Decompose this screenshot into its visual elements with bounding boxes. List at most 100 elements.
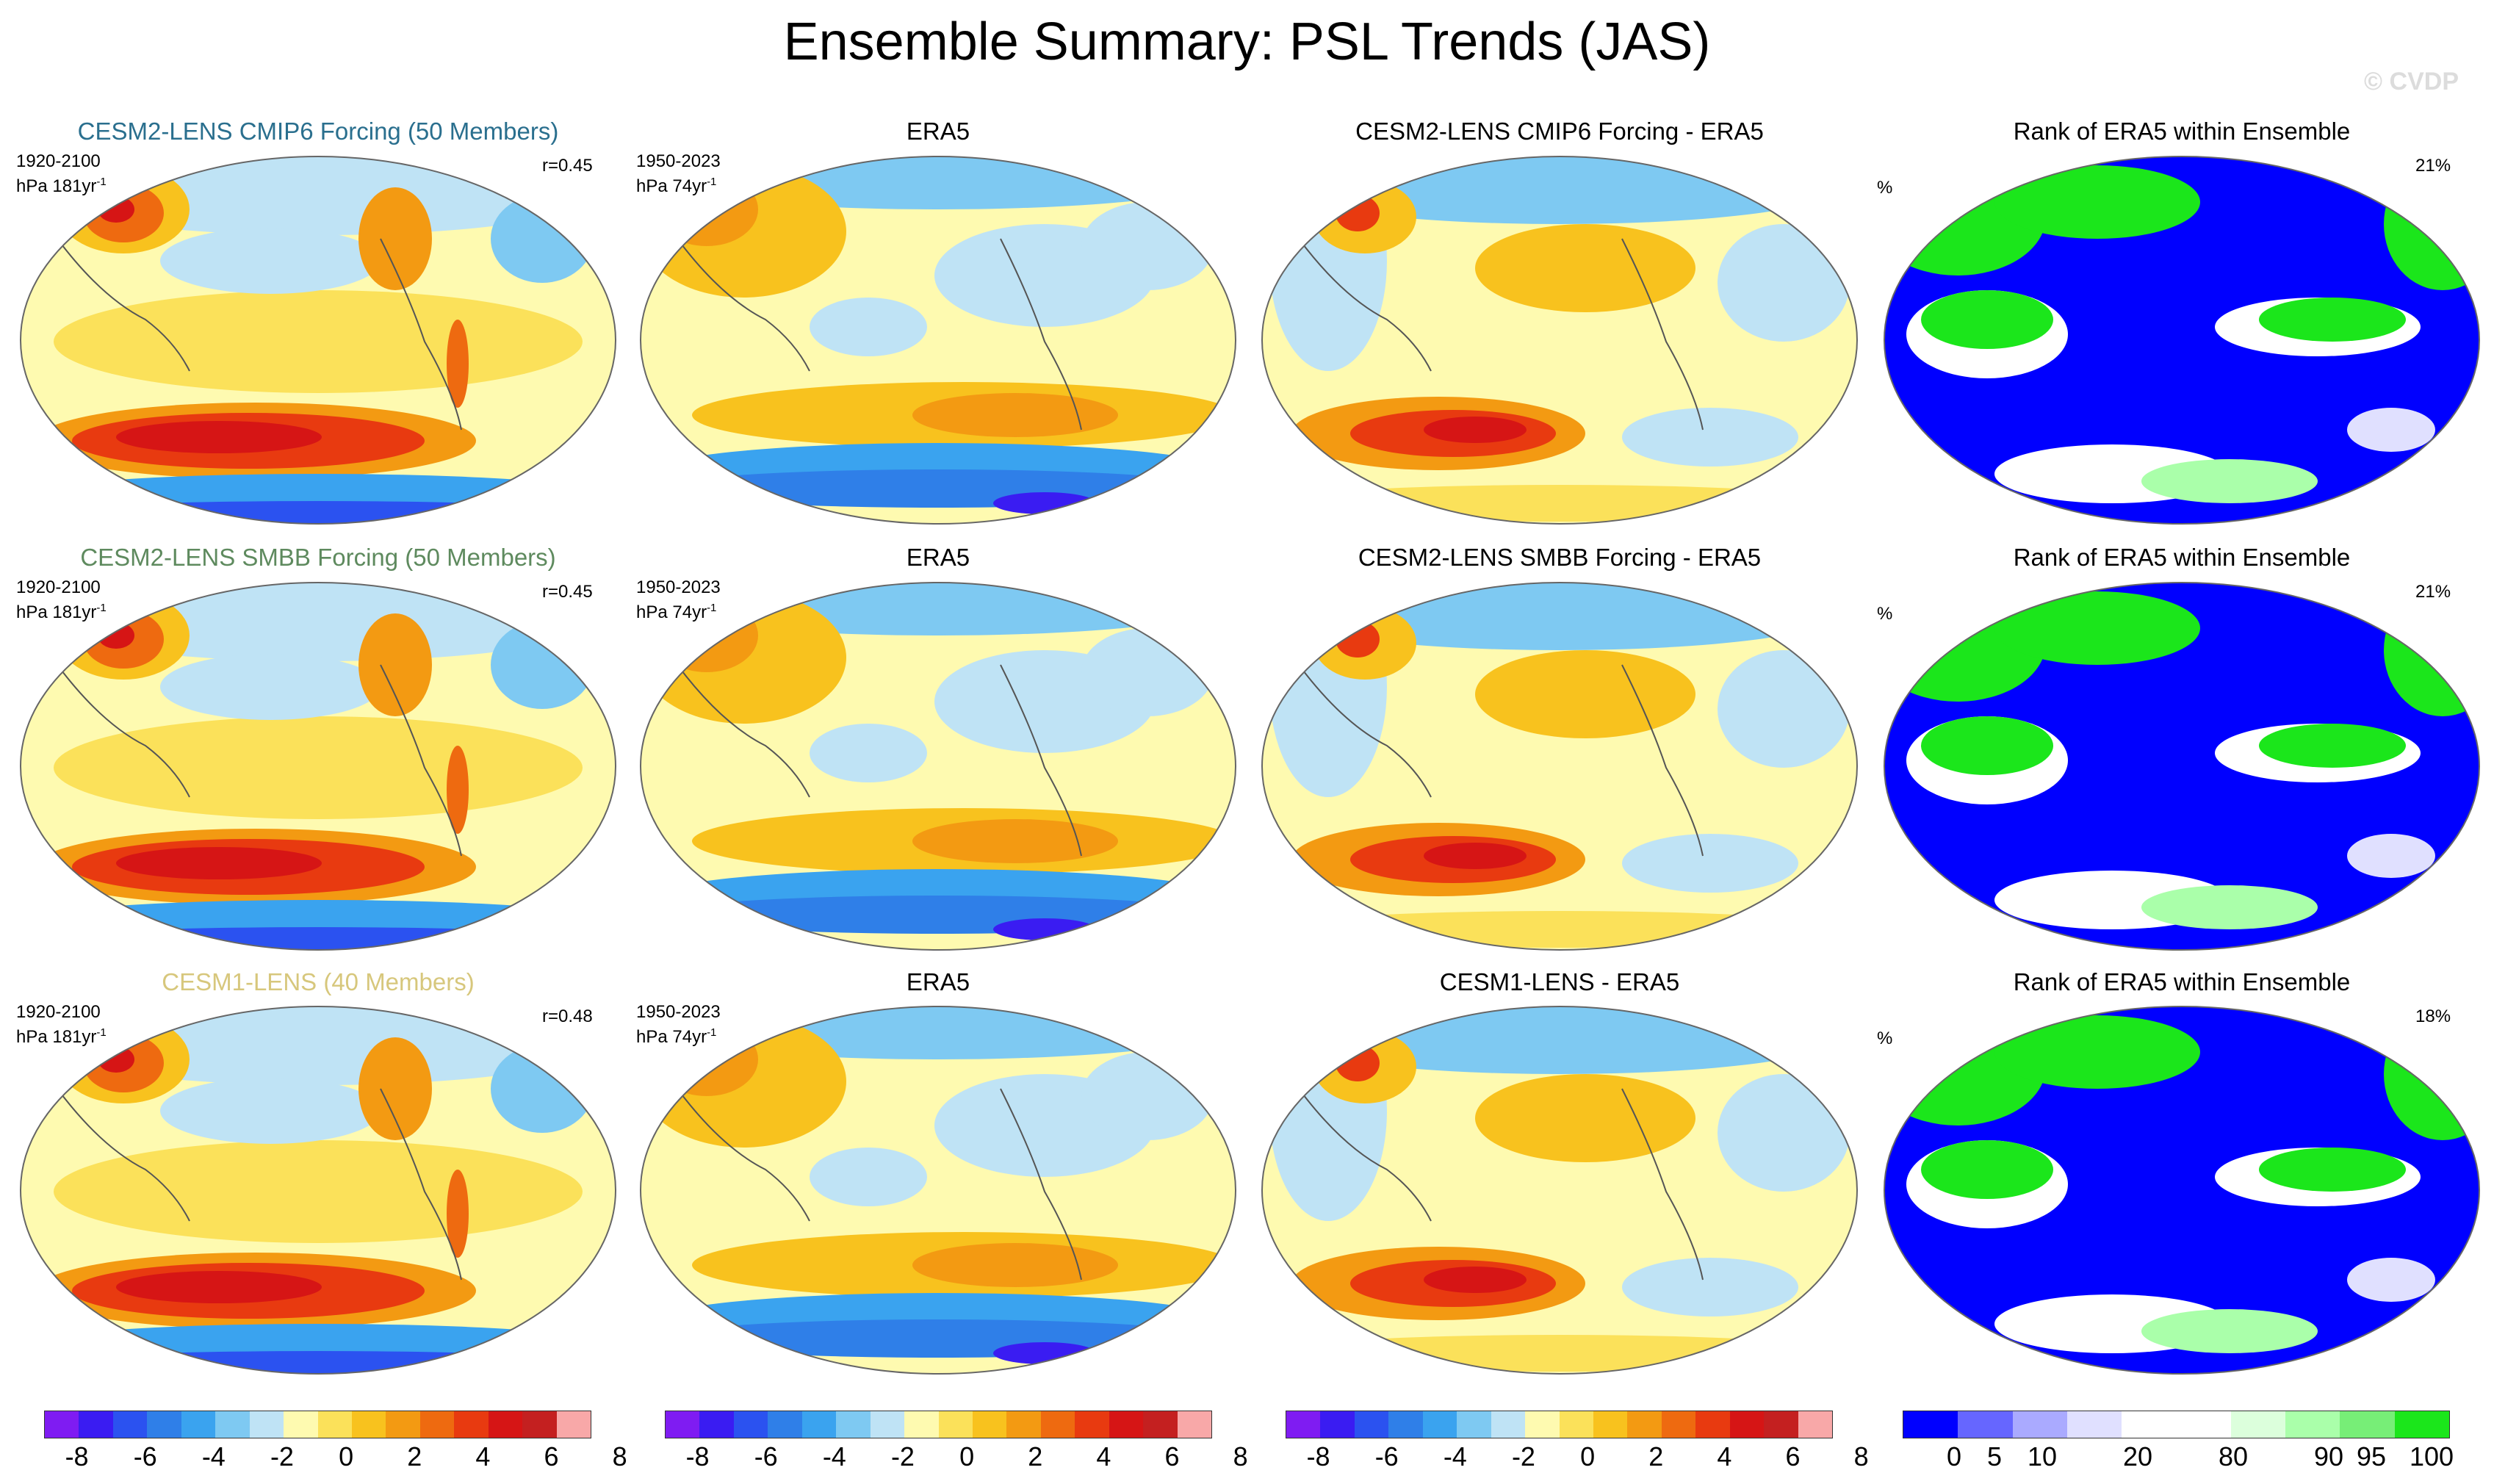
north-pacific-high [1475, 650, 1695, 738]
rank-indian-green [1921, 716, 2053, 775]
colorbar-swatch [557, 1411, 591, 1438]
map-panel-diff-row1 [1255, 151, 1864, 533]
asia-high-max [98, 196, 134, 223]
colorbar-swatch [318, 1411, 352, 1438]
colorbar-tick-label: 4 [1717, 1441, 1731, 1472]
colorbar-swatch [215, 1411, 249, 1438]
asia-high-core [655, 1023, 758, 1096]
colorbar-tick-label: -2 [891, 1441, 915, 1472]
colorbar-swatch [2176, 1411, 2230, 1438]
colorbar-swatch [973, 1411, 1006, 1438]
colorbar-tick-label: 0 [1947, 1441, 1961, 1472]
colorbar-swatch [1006, 1411, 1040, 1438]
asia-high-max [98, 622, 134, 649]
colorbar-swatch [871, 1411, 904, 1438]
map-svg [1877, 1001, 2487, 1383]
southern-high-core [912, 819, 1118, 863]
colorbar-swatch [386, 1411, 419, 1438]
rank-lightblue [2347, 408, 2435, 452]
antarctic-high [1266, 485, 1853, 522]
southern-ocean-low-core [659, 896, 1217, 934]
panel-title-rank: Rank of ERA5 within Ensemble [1877, 544, 2487, 572]
rank-colorbar [1903, 1411, 2450, 1438]
north-pacific-low [160, 1078, 381, 1144]
colorbar-tick-label: 8 [1233, 1441, 1248, 1472]
colorbar-swatch [1593, 1411, 1627, 1438]
map-panel-model-row2 [13, 577, 623, 959]
colorbar-tick-label: 5 [1987, 1441, 2002, 1472]
colorbar-tick-label: 80 [2219, 1441, 2248, 1472]
map-svg [633, 577, 1243, 959]
map-svg [1255, 151, 1864, 533]
panel-title-obs: ERA5 [633, 118, 1243, 145]
colorbar-tick-label: 8 [613, 1441, 627, 1472]
rank-atlantic-green [2259, 1148, 2406, 1192]
asia-high-core [1336, 621, 1380, 658]
colorbar-tick-label: 2 [1028, 1441, 1042, 1472]
cvdp-watermark: © CVDP [2364, 68, 2459, 96]
colorbar-tick-label: 10 [2028, 1441, 2057, 1472]
colorbar-swatch [1457, 1411, 1491, 1438]
colorbar-tick-label: 20 [2123, 1441, 2152, 1472]
map-svg [1255, 577, 1864, 959]
eurasia-low [491, 621, 594, 709]
atlantic-low [1718, 224, 1850, 342]
colorbar-swatch [1355, 1411, 1388, 1438]
southern-high-max [116, 421, 322, 453]
south-atlantic-low [1622, 1258, 1798, 1316]
map-panel-model-row3 [13, 1001, 623, 1383]
asia-high-core [1336, 195, 1380, 231]
colorbar-tick-label: -8 [65, 1441, 89, 1472]
asia-high-core [1336, 1045, 1380, 1081]
arctic-low [659, 151, 1217, 209]
rank-southern-green [2141, 459, 2318, 503]
panel-title-diff: CESM2-LENS CMIP6 Forcing - ERA5 [1255, 118, 1864, 145]
colorbar-tick-label: 6 [1785, 1441, 1800, 1472]
panel-title-model: CESM2-LENS SMBB Forcing (50 Members) [13, 544, 623, 572]
rank-lightblue [2347, 834, 2435, 878]
colorbar-swatch [352, 1411, 386, 1438]
arctic-low [659, 1001, 1217, 1059]
indian-low [1269, 1001, 1387, 1221]
colorbar-tick-label: -6 [134, 1441, 157, 1472]
panel-title-obs: ERA5 [633, 968, 1243, 996]
colorbar-swatch [454, 1411, 488, 1438]
asia-high-core [655, 599, 758, 672]
atlantic-low [1718, 1074, 1850, 1192]
north-pacific-low [160, 228, 381, 294]
panel-title-rank: Rank of ERA5 within Ensemble [1877, 968, 2487, 996]
antarctic-high [1266, 1335, 1853, 1372]
colorbar-swatch [1178, 1411, 1211, 1438]
panel-title-diff: CESM1-LENS - ERA5 [1255, 968, 1864, 996]
colorbar-tick-label: -4 [823, 1441, 846, 1472]
tropical-band [54, 716, 583, 819]
antarctic-high [1266, 911, 1853, 948]
colorbar-tick-label: -8 [686, 1441, 710, 1472]
eurasia-low [491, 195, 594, 283]
colorbar-swatch [1525, 1411, 1559, 1438]
figure-title: Ensemble Summary: PSL Trends (JAS) [0, 12, 2494, 72]
colorbar-swatch [1730, 1411, 1764, 1438]
colorbar-swatch [181, 1411, 215, 1438]
map-svg [13, 577, 623, 959]
colorbar-swatch [1491, 1411, 1525, 1438]
map-svg [13, 1001, 623, 1383]
map-panel-diff-row3 [1255, 1001, 1864, 1383]
colorbar-swatch [2067, 1411, 2122, 1438]
map-panel-diff-row2 [1255, 577, 1864, 959]
south-atlantic-low [1622, 834, 1798, 893]
colorbar-swatch [1388, 1411, 1422, 1438]
southern-high-max [116, 847, 322, 879]
colorbar-tick-label: 2 [1648, 1441, 1663, 1472]
colorbar-swatch [1143, 1411, 1177, 1438]
rank-southern-green [2141, 885, 2318, 929]
rank-pacific-green [1994, 165, 2200, 239]
colorbar-swatch [1958, 1411, 2012, 1438]
south-atlantic-low [1622, 408, 1798, 467]
colorbar-tick-label: -6 [754, 1441, 778, 1472]
map-panel-obs-row3 [633, 1001, 1243, 1383]
map-panel-model-row1 [13, 151, 623, 533]
colorbar-swatch [734, 1411, 768, 1438]
pacific-low [810, 724, 927, 782]
map-panel-obs-row1 [633, 151, 1243, 533]
